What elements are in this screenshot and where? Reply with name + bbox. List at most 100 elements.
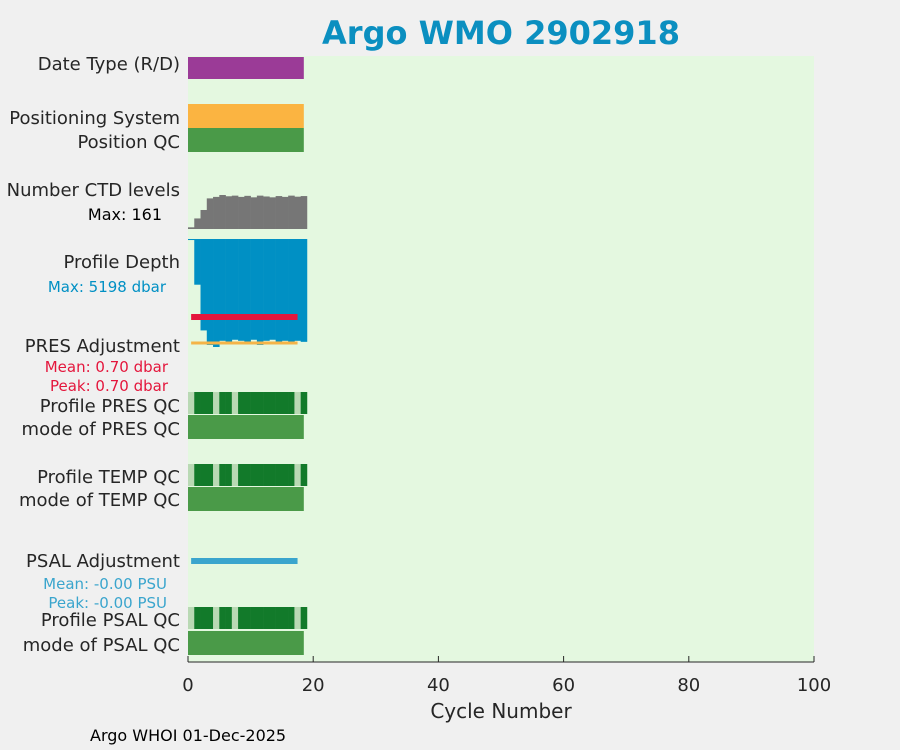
ctd-level-bar (256, 195, 264, 229)
profile-pres-qc-cell (263, 392, 270, 414)
ctd-level-bar (213, 196, 220, 229)
profile-depth-bar (200, 239, 208, 331)
profile-pres-qc-cell (275, 392, 283, 414)
ctd-level-bar (263, 196, 270, 229)
ctd-level-bar (250, 197, 258, 229)
profile-depth-bar (219, 239, 226, 341)
profile-depth-bar (269, 239, 276, 340)
profile-pres-qc-cell (256, 392, 264, 414)
ctd-level-bar (238, 196, 245, 229)
x-tick-label: 80 (677, 675, 700, 696)
profile-temp-qc-cell (238, 464, 245, 486)
profile-temp-qc-cell (219, 464, 226, 486)
profile-pres-qc-cell (269, 392, 276, 414)
profile-depth-bar (300, 239, 308, 342)
profile-psal-qc-cell (288, 607, 295, 629)
profile-psal-qc-cell (219, 607, 226, 629)
chart-title: Argo WMO 2902918 (322, 14, 680, 52)
position-qc-bar (188, 128, 304, 152)
ctd-level-bar (281, 196, 289, 229)
profile-temp-qc-cell (225, 464, 233, 486)
row-label: Positioning System (9, 108, 180, 129)
ctd-level-bar (300, 196, 308, 229)
row-labels: Date Type (R/D) Positioning System Positio… (7, 54, 180, 656)
ctd-level-bar (194, 218, 201, 229)
profile-pres-qc-cell (244, 392, 251, 414)
profile-temp-qc-cell (188, 464, 195, 486)
profile-psal-qc-cell (281, 607, 289, 629)
profile-temp-qc-cell (288, 464, 295, 486)
profile-temp-qc-cell (194, 464, 201, 486)
profile-psal-qc-cell (275, 607, 283, 629)
profile-pres-qc-cell (219, 392, 226, 414)
ctd-level-bar (225, 196, 233, 229)
profile-psal-qc-cell (200, 607, 208, 629)
ctd-level-bar (231, 195, 239, 229)
profile-psal-qc-cell (263, 607, 270, 629)
profile-depth-bar (213, 239, 220, 347)
profile-temp-qc-cell (275, 464, 283, 486)
profile-psal-qc-cell (206, 607, 214, 629)
profile-depth-bar (294, 239, 301, 341)
profile-pres-qc-cell (188, 392, 195, 414)
ctd-level-bar (200, 209, 208, 229)
profile-psal-qc-cell (213, 607, 220, 629)
row-label: mode of TEMP QC (19, 490, 180, 511)
profile-psal-qc-cell (238, 607, 245, 629)
profile-psal-qc-cell (294, 607, 301, 629)
profile-depth-bar (288, 239, 295, 342)
ctd-level-bar (244, 195, 251, 229)
profile-depth-bar (231, 239, 239, 340)
pres-mean-note: Mean: 0.70 dbar (45, 358, 169, 376)
profile-depth-bar (256, 239, 264, 345)
row-label: Profile TEMP QC (37, 467, 180, 488)
profile-depth-bar (225, 239, 233, 342)
profile-depth-bar (238, 239, 245, 341)
mode-pres-qc-bar (188, 415, 304, 439)
profile-temp-qc-cell (244, 464, 251, 486)
x-axis: 0 20 40 60 80 100 (182, 656, 831, 696)
profile-pres-qc-cell (194, 392, 201, 414)
ctd-level-bar (294, 196, 301, 229)
profile-depth-bar (206, 239, 214, 345)
profile-temp-qc-cell (269, 464, 276, 486)
row-label: Date Type (R/D) (38, 54, 180, 75)
profile-psal-qc-cell (256, 607, 264, 629)
profile-temp-qc-cell (250, 464, 258, 486)
ctd-level-bar (288, 195, 295, 229)
x-tick-label: 40 (427, 675, 450, 696)
row-label: Position QC (77, 132, 180, 153)
row-label: Profile Depth (63, 252, 180, 273)
profile-pres-qc-cell (250, 392, 258, 414)
profile-temp-qc-cell (294, 464, 301, 486)
profile-depth-bar (244, 239, 251, 342)
profile-pres-qc-cell (300, 392, 308, 414)
row-label: PRES Adjustment (25, 336, 180, 357)
profile-temp-qc-cell (256, 464, 264, 486)
profile-psal-qc-cell (244, 607, 251, 629)
profile-pres-qc-cell (281, 392, 289, 414)
chart-marks (188, 57, 308, 655)
footer-text: Argo WHOI 01-Dec-2025 (90, 726, 286, 745)
profile-psal-qc-cell (225, 607, 233, 629)
date-type-bar (188, 57, 304, 79)
ctd-level-bar (206, 198, 214, 229)
mode-temp-qc-bar (188, 487, 304, 511)
positioning-system-bar (188, 104, 304, 128)
profile-temp-qc-cell (300, 464, 308, 486)
profile-psal-qc-cell (269, 607, 276, 629)
profile-pres-qc-cell (238, 392, 245, 414)
profile-psal-qc-cell (188, 607, 195, 629)
ctd-level-bar (269, 197, 276, 229)
profile-depth-bar (263, 239, 270, 341)
psal-mean-note: Mean: -0.00 PSU (43, 575, 167, 593)
psal-peak-note: Peak: -0.00 PSU (48, 594, 167, 612)
profile-depth-bar (250, 239, 258, 340)
profile-temp-qc-cell (263, 464, 270, 486)
row-label: Profile PRES QC (40, 396, 180, 417)
profile-pres-qc-cell (200, 392, 208, 414)
profile-depth-bar (275, 239, 283, 342)
x-tick-label: 0 (182, 675, 193, 696)
profile-depth-bar (188, 239, 195, 241)
